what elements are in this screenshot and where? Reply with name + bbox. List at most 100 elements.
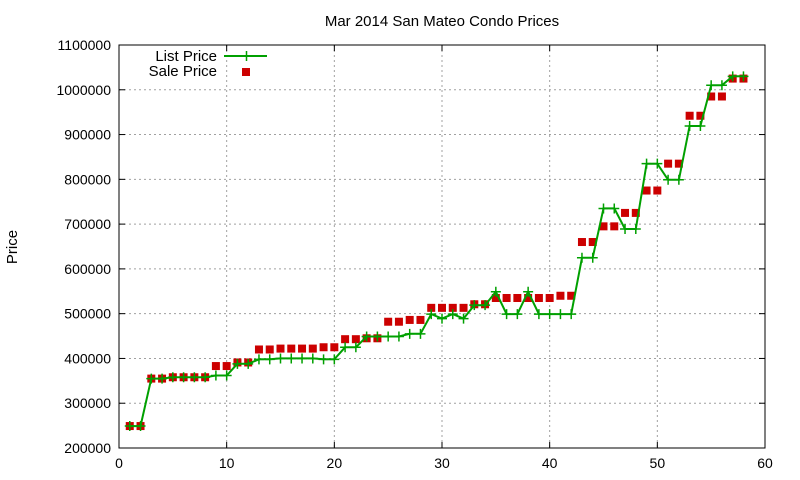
y-tick-label: 900000 bbox=[64, 127, 111, 143]
list-price-point bbox=[490, 286, 501, 297]
list-price-point bbox=[533, 309, 544, 320]
y-tick-label: 700000 bbox=[64, 216, 111, 232]
sale-price-point bbox=[599, 222, 608, 231]
sale-price-point bbox=[351, 335, 360, 344]
list-price-point bbox=[307, 353, 318, 364]
y-tick-label: 400000 bbox=[64, 350, 111, 366]
list-price-point bbox=[437, 313, 447, 324]
sale-price-point bbox=[394, 317, 403, 326]
x-tick-label: 30 bbox=[434, 455, 450, 471]
sale-price-point bbox=[685, 111, 694, 120]
chart-title: Mar 2014 San Mateo Condo Prices bbox=[325, 13, 559, 30]
legend-marker-list-price bbox=[241, 51, 252, 61]
sale-price-point bbox=[513, 293, 522, 302]
sale-price-point bbox=[448, 303, 457, 312]
y-tick-label: 200000 bbox=[64, 440, 111, 456]
list-price-point bbox=[350, 342, 361, 353]
sale-price-point bbox=[502, 293, 511, 302]
list-price-point bbox=[641, 158, 652, 169]
list-price-point bbox=[157, 373, 168, 384]
sale-price-point bbox=[211, 362, 220, 371]
y-tick-label: 600000 bbox=[64, 261, 111, 277]
series-layer bbox=[124, 71, 749, 432]
sale-price-point bbox=[534, 293, 543, 302]
sale-price-point bbox=[696, 111, 705, 120]
x-tick-label: 0 bbox=[115, 455, 123, 471]
list-price-point bbox=[695, 121, 706, 132]
legend: List Price Sale Price bbox=[149, 48, 267, 80]
list-price-point bbox=[544, 309, 555, 320]
list-price-point bbox=[383, 331, 394, 342]
list-price-point bbox=[609, 203, 620, 214]
list-price-point bbox=[340, 342, 351, 353]
list-price-point bbox=[630, 224, 641, 235]
list-price-point bbox=[663, 174, 674, 185]
list-price-point bbox=[297, 353, 308, 364]
sale-price-point bbox=[308, 344, 317, 353]
sale-price-point bbox=[577, 238, 586, 247]
list-price-point bbox=[652, 158, 663, 169]
list-price-point bbox=[447, 309, 458, 320]
sale-price-point bbox=[545, 293, 554, 302]
list-price-point bbox=[286, 353, 297, 364]
list-price-point bbox=[469, 300, 480, 311]
y-axis-label: Price bbox=[4, 230, 21, 264]
y-tick-label: 1000000 bbox=[56, 82, 111, 98]
list-price-point bbox=[620, 224, 631, 235]
list-price-point bbox=[587, 252, 598, 263]
sale-price-point bbox=[330, 343, 339, 352]
y-tick-label: 500000 bbox=[64, 306, 111, 322]
sale-price-point bbox=[653, 186, 662, 195]
list-price-point bbox=[264, 354, 275, 365]
y-tick-label: 800000 bbox=[64, 171, 111, 187]
sale-price-point bbox=[524, 293, 533, 302]
list-price-point bbox=[727, 71, 738, 82]
list-price-point bbox=[210, 370, 221, 381]
sale-price-point bbox=[621, 208, 630, 217]
list-price-point bbox=[329, 354, 340, 365]
sale-price-point bbox=[222, 362, 231, 371]
list-price-point bbox=[716, 80, 727, 91]
list-price-point bbox=[415, 328, 426, 339]
sale-price-point bbox=[298, 344, 307, 353]
list-price-point bbox=[673, 174, 684, 185]
list-price-point bbox=[253, 354, 264, 365]
list-price-point bbox=[275, 353, 286, 364]
list-price-point bbox=[426, 309, 437, 320]
y-tick-label: 300000 bbox=[64, 395, 111, 411]
sale-price-point bbox=[556, 291, 565, 300]
list-price-point bbox=[501, 309, 512, 320]
x-tick-label: 20 bbox=[327, 455, 343, 471]
list-price-point bbox=[372, 331, 383, 342]
list-price-point bbox=[146, 373, 157, 384]
list-price-point bbox=[523, 286, 534, 297]
ticks: 0 10 20 30 40 50 60 200000 300000 400000 500000 600… bbox=[56, 37, 773, 471]
list-price-point bbox=[361, 331, 372, 342]
list-price-point bbox=[189, 372, 200, 383]
list-price-point bbox=[566, 309, 577, 320]
sale-price-point bbox=[588, 238, 597, 247]
list-price-point bbox=[221, 370, 232, 381]
legend-marker-sale-price bbox=[242, 68, 250, 76]
list-price-point bbox=[598, 203, 609, 214]
grid bbox=[119, 45, 765, 448]
list-price-point bbox=[318, 354, 329, 365]
sale-price-point bbox=[427, 303, 436, 312]
list-price-point bbox=[200, 372, 211, 383]
sale-price-point bbox=[405, 315, 414, 324]
sale-price-point bbox=[717, 92, 726, 101]
y-tick-label: 1100000 bbox=[58, 37, 112, 53]
sale-price-point bbox=[341, 335, 350, 344]
list-price-point bbox=[512, 309, 523, 320]
legend-label-list-price: List Price bbox=[155, 48, 217, 65]
list-price-point bbox=[706, 80, 717, 91]
list-price-point bbox=[404, 328, 415, 339]
list-price-point bbox=[178, 372, 189, 383]
sale-price-point bbox=[276, 344, 285, 353]
sale-price-point bbox=[319, 343, 328, 352]
sale-price-point bbox=[491, 293, 500, 302]
sale-price-point bbox=[416, 315, 425, 324]
x-tick-label: 40 bbox=[542, 455, 558, 471]
list-price-point bbox=[684, 121, 695, 132]
